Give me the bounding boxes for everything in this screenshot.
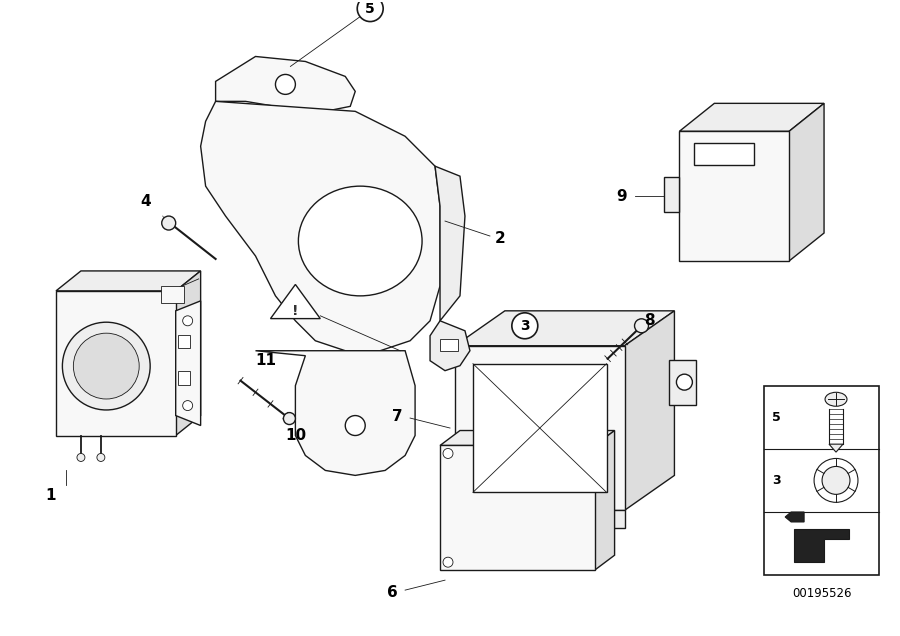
Text: 9: 9 [616, 189, 627, 204]
Polygon shape [789, 104, 824, 261]
Text: 3: 3 [520, 319, 529, 333]
Circle shape [677, 374, 692, 390]
Bar [440, 445, 595, 570]
Circle shape [822, 466, 850, 494]
Text: 5: 5 [772, 411, 780, 424]
Circle shape [162, 216, 176, 230]
Polygon shape [56, 291, 176, 436]
Polygon shape [161, 286, 184, 303]
Polygon shape [440, 431, 615, 445]
Polygon shape [794, 529, 849, 562]
Text: 5: 5 [365, 2, 375, 16]
Circle shape [512, 313, 538, 339]
Polygon shape [455, 510, 625, 529]
Text: 1: 1 [46, 488, 57, 503]
Text: 7: 7 [392, 408, 402, 424]
Bar [764, 385, 879, 575]
Circle shape [183, 401, 193, 411]
Circle shape [76, 453, 85, 462]
Text: 6: 6 [387, 584, 398, 600]
Polygon shape [829, 444, 843, 452]
Polygon shape [216, 57, 356, 111]
Bar [440, 339, 458, 350]
Text: 11: 11 [255, 353, 276, 368]
Polygon shape [271, 284, 320, 319]
Bar [177, 371, 190, 385]
Circle shape [346, 415, 365, 436]
Polygon shape [785, 512, 804, 522]
Polygon shape [256, 350, 415, 475]
Circle shape [97, 453, 105, 462]
Circle shape [443, 448, 453, 459]
Text: 3: 3 [772, 474, 780, 487]
Polygon shape [56, 271, 201, 291]
Polygon shape [201, 101, 440, 350]
Text: 00195526: 00195526 [792, 586, 851, 600]
Polygon shape [435, 166, 465, 321]
Bar [695, 143, 754, 165]
Circle shape [814, 459, 858, 502]
Circle shape [275, 74, 295, 94]
Circle shape [357, 0, 383, 22]
Bar [664, 177, 680, 212]
Polygon shape [625, 311, 674, 510]
Bar [680, 131, 789, 261]
Bar [177, 335, 190, 349]
Polygon shape [455, 311, 674, 346]
Circle shape [634, 319, 649, 333]
Polygon shape [670, 360, 697, 405]
Text: !: ! [292, 304, 299, 318]
Circle shape [183, 316, 193, 326]
Ellipse shape [299, 186, 422, 296]
Ellipse shape [825, 392, 847, 406]
Circle shape [62, 322, 150, 410]
Polygon shape [455, 346, 625, 510]
Circle shape [443, 557, 453, 567]
Polygon shape [176, 301, 201, 425]
Polygon shape [680, 104, 824, 131]
Circle shape [74, 333, 140, 399]
Polygon shape [430, 321, 470, 371]
Text: 4: 4 [140, 193, 151, 209]
Polygon shape [176, 271, 201, 436]
Text: 2: 2 [494, 230, 505, 245]
Polygon shape [595, 431, 615, 570]
Text: 8: 8 [644, 314, 655, 328]
Bar [472, 364, 607, 492]
Circle shape [284, 413, 295, 425]
Text: 10: 10 [284, 428, 306, 443]
